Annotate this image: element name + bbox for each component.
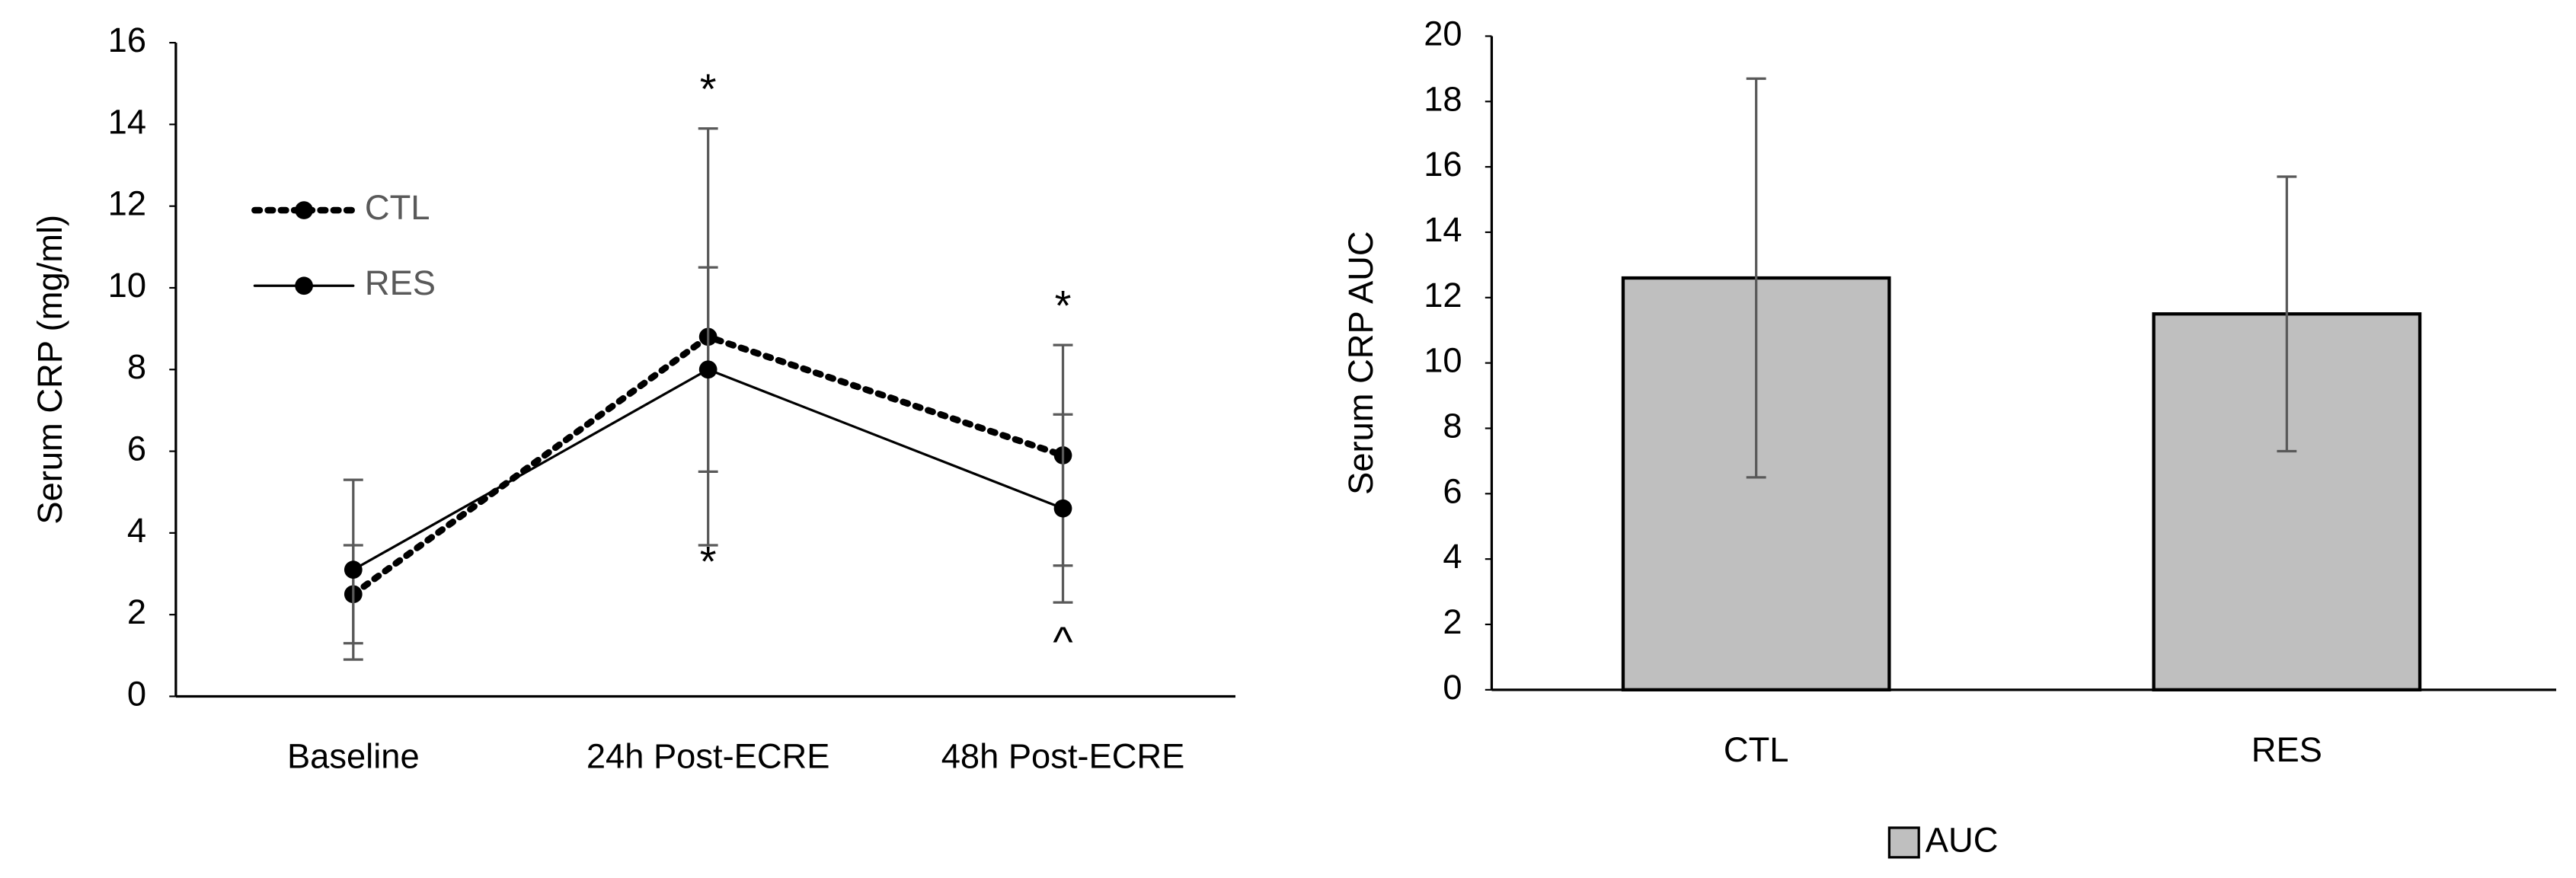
legend-marker bbox=[295, 201, 313, 219]
x-tick-label: Baseline bbox=[287, 736, 420, 775]
y-tick-label: 6 bbox=[1443, 471, 1462, 510]
y-tick-label: 10 bbox=[1424, 341, 1462, 380]
y-tick-label: 6 bbox=[127, 429, 146, 468]
point bbox=[1053, 499, 1072, 518]
x-tick-label: RES bbox=[2252, 730, 2322, 769]
y-tick-label: 10 bbox=[108, 266, 146, 305]
y-tick-label: 4 bbox=[1443, 537, 1462, 576]
y-axis-label: Serum CRP AUC bbox=[1341, 231, 1380, 494]
y-tick-label: 20 bbox=[1424, 14, 1462, 53]
y-tick-label: 16 bbox=[108, 21, 146, 59]
y-tick-label: 8 bbox=[127, 347, 146, 386]
y-tick-label: 4 bbox=[127, 511, 146, 550]
x-tick-label: 48h Post-ECRE bbox=[941, 736, 1185, 775]
annotation: * bbox=[1055, 281, 1072, 329]
legend-label: CTL bbox=[365, 188, 430, 227]
y-tick-label: 0 bbox=[127, 674, 146, 713]
y-axis-label: Serum CRP (mg/ml) bbox=[30, 215, 69, 525]
y-tick-label: 8 bbox=[1443, 406, 1462, 445]
y-tick-label: 12 bbox=[1424, 276, 1462, 314]
x-tick-label: 24h Post-ECRE bbox=[586, 736, 830, 775]
legend-label: RES bbox=[365, 263, 436, 302]
y-tick-label: 14 bbox=[1424, 210, 1462, 249]
x-tick-label: CTL bbox=[1724, 730, 1789, 769]
legend-label: AUC bbox=[1926, 820, 1999, 859]
y-tick-label: 2 bbox=[127, 592, 146, 631]
y-tick-label: 16 bbox=[1424, 145, 1462, 184]
legend-swatch bbox=[1887, 826, 1920, 859]
point bbox=[698, 360, 718, 379]
y-tick-label: 14 bbox=[108, 102, 146, 141]
legend-marker bbox=[295, 276, 313, 295]
y-tick-label: 18 bbox=[1424, 79, 1462, 118]
y-tick-label: 2 bbox=[1443, 602, 1462, 641]
y-tick-label: 12 bbox=[108, 184, 146, 223]
annotation: * bbox=[700, 65, 717, 113]
annotation: * bbox=[700, 538, 717, 586]
annotation: ^ bbox=[1053, 618, 1073, 666]
point bbox=[344, 560, 363, 579]
y-tick-label: 0 bbox=[1443, 668, 1462, 707]
